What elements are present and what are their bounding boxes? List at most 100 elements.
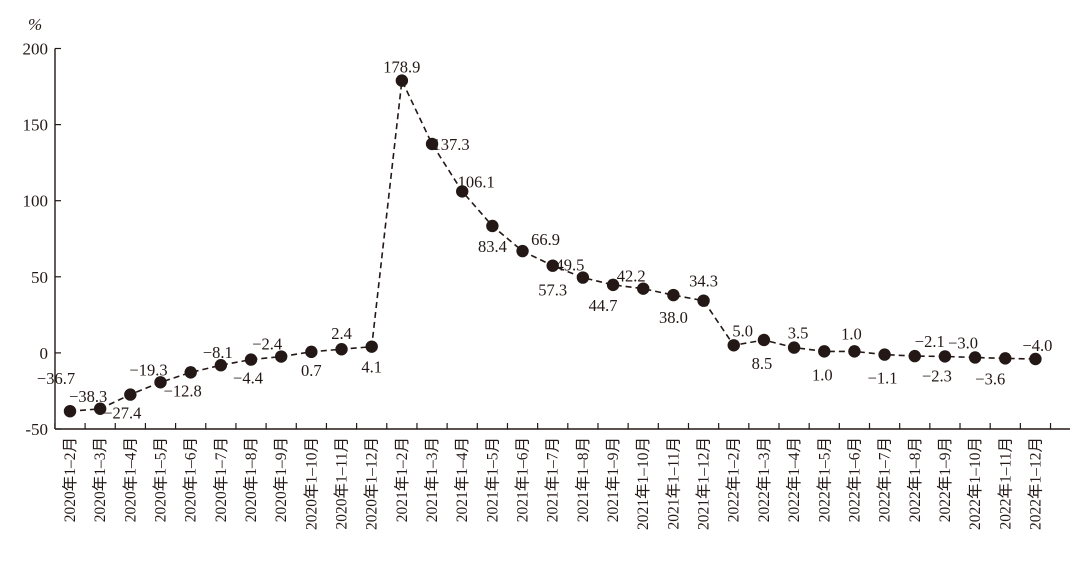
x-tick-label: 2021年1–4月 — [453, 437, 471, 522]
data-label: −4.0 — [1022, 336, 1052, 355]
data-label: −27.4 — [103, 404, 141, 423]
data-point — [757, 333, 771, 347]
y-tick-label: -50 — [25, 420, 48, 439]
data-label: −2.3 — [922, 366, 952, 385]
data-label: 49.5 — [555, 256, 584, 275]
x-tick-label: 2020年1–4月 — [121, 437, 139, 522]
y-unit-label: % — [28, 15, 42, 34]
data-point — [878, 348, 891, 361]
x-tick-label: 2021年1–6月 — [514, 437, 532, 522]
y-tick-labels: -50 0 50 100 150 200 — [23, 40, 49, 440]
data-label: 106.1 — [458, 172, 495, 191]
y-tick-label: 150 — [23, 116, 49, 135]
data-label: −8.1 — [203, 343, 233, 362]
data-label: 2.4 — [331, 324, 352, 343]
data-point — [305, 345, 318, 359]
data-point — [335, 343, 348, 356]
data-label: 57.3 — [538, 281, 567, 300]
data-point — [637, 282, 650, 295]
data-label: 42.2 — [617, 267, 646, 286]
x-tick-label: 2021年1–10月 — [634, 437, 652, 530]
data-point — [516, 244, 529, 258]
data-point — [1029, 352, 1042, 366]
data-label: 34.3 — [689, 272, 718, 291]
data-label: 8.5 — [752, 354, 773, 373]
x-tick-label: 2022年1–2月 — [725, 437, 743, 522]
x-tick-label: 2022年1–10月 — [966, 437, 984, 530]
x-tick-label: 2022年1–6月 — [845, 437, 863, 522]
data-point — [486, 219, 499, 233]
data-label: −1.1 — [868, 369, 898, 388]
data-point — [606, 278, 620, 292]
data-label: 83.4 — [478, 237, 507, 256]
data-point — [456, 185, 469, 198]
x-tick-label: 2020年1–10月 — [302, 437, 320, 530]
data-point — [697, 294, 710, 307]
data-label: 0.7 — [301, 361, 322, 380]
data-label: 137.3 — [432, 135, 469, 154]
data-label: −2.4 — [252, 335, 282, 354]
x-tick-label: 2022年1–9月 — [936, 437, 954, 522]
x-tick-label: 2021年1–2月 — [393, 437, 411, 522]
x-tick-label: 2021年1–3月 — [423, 437, 441, 522]
x-tick-label: 2022年1–4月 — [785, 437, 803, 522]
x-tick-label: 2020年1–2月 — [61, 437, 79, 522]
y-tick-label: 200 — [23, 40, 49, 59]
data-point — [727, 339, 740, 352]
data-point — [244, 353, 258, 366]
x-tick-label: 2022年1–3月 — [755, 437, 773, 522]
data-point — [546, 259, 559, 272]
x-tick-label: 2020年1–7月 — [212, 437, 230, 522]
data-point — [365, 340, 378, 353]
x-tick-label: 2020年1–9月 — [272, 437, 290, 522]
data-label: −12.8 — [164, 381, 202, 400]
x-tick-label: 2022年1–7月 — [876, 437, 894, 522]
data-label: 178.9 — [383, 58, 420, 77]
y-tick-label: 100 — [23, 192, 49, 211]
data-point — [848, 345, 861, 358]
x-tick-label: 2021年1–5月 — [483, 437, 501, 522]
x-tick-label: 2020年1–5月 — [152, 437, 170, 522]
data-markers — [63, 74, 1042, 418]
x-tick-label: 2022年1–11月 — [996, 437, 1014, 529]
data-labels: −36.7−38.3−27.4 −19.3 −12.8−8.1−4.4 −2.4 0.7… — [37, 58, 1053, 423]
data-point — [63, 404, 77, 418]
data-point — [908, 349, 921, 363]
y-tick-label: 50 — [31, 268, 48, 287]
data-label: 4.1 — [361, 358, 382, 377]
data-label: −36.7 — [37, 369, 75, 388]
x-tick-labels: 2020年1–2月 2020年1–3月 2020年1–4月 2020年1–5月 2020… — [61, 437, 1044, 530]
data-label: 1.0 — [812, 365, 833, 384]
data-point — [999, 352, 1012, 365]
x-tick-label: 2022年1–12月 — [1026, 437, 1044, 530]
data-point — [425, 137, 439, 151]
x-tick-label: 2021年1–9月 — [604, 437, 622, 522]
axes — [54, 47, 1070, 430]
data-label: 38.0 — [659, 308, 688, 327]
data-point — [214, 359, 228, 372]
data-point — [124, 388, 137, 401]
x-tick-label: 2022年1–8月 — [906, 437, 924, 522]
data-label: −19.3 — [129, 360, 167, 379]
x-tick-label: 2020年1–11月 — [333, 437, 351, 529]
data-label: 5.0 — [732, 321, 753, 340]
data-point — [274, 350, 288, 363]
data-point — [938, 350, 952, 363]
data-point — [154, 376, 167, 389]
data-point — [968, 351, 982, 364]
data-label: −38.3 — [69, 387, 107, 406]
x-tick-label: 2021年1–11月 — [664, 437, 682, 529]
x-tick-label: 2020年1–8月 — [242, 437, 260, 522]
x-tick-label: 2020年1–12月 — [363, 437, 381, 530]
x-tick-label: 2021年1–12月 — [695, 437, 713, 530]
data-label: −3.0 — [948, 333, 978, 352]
data-point — [395, 74, 409, 87]
data-point — [184, 366, 197, 379]
data-point — [667, 288, 680, 302]
data-point — [576, 271, 590, 284]
data-label: −3.6 — [975, 369, 1005, 388]
data-point — [818, 345, 831, 358]
x-tick-label: 2021年1–7月 — [544, 437, 562, 522]
data-label: 1.0 — [841, 324, 862, 343]
